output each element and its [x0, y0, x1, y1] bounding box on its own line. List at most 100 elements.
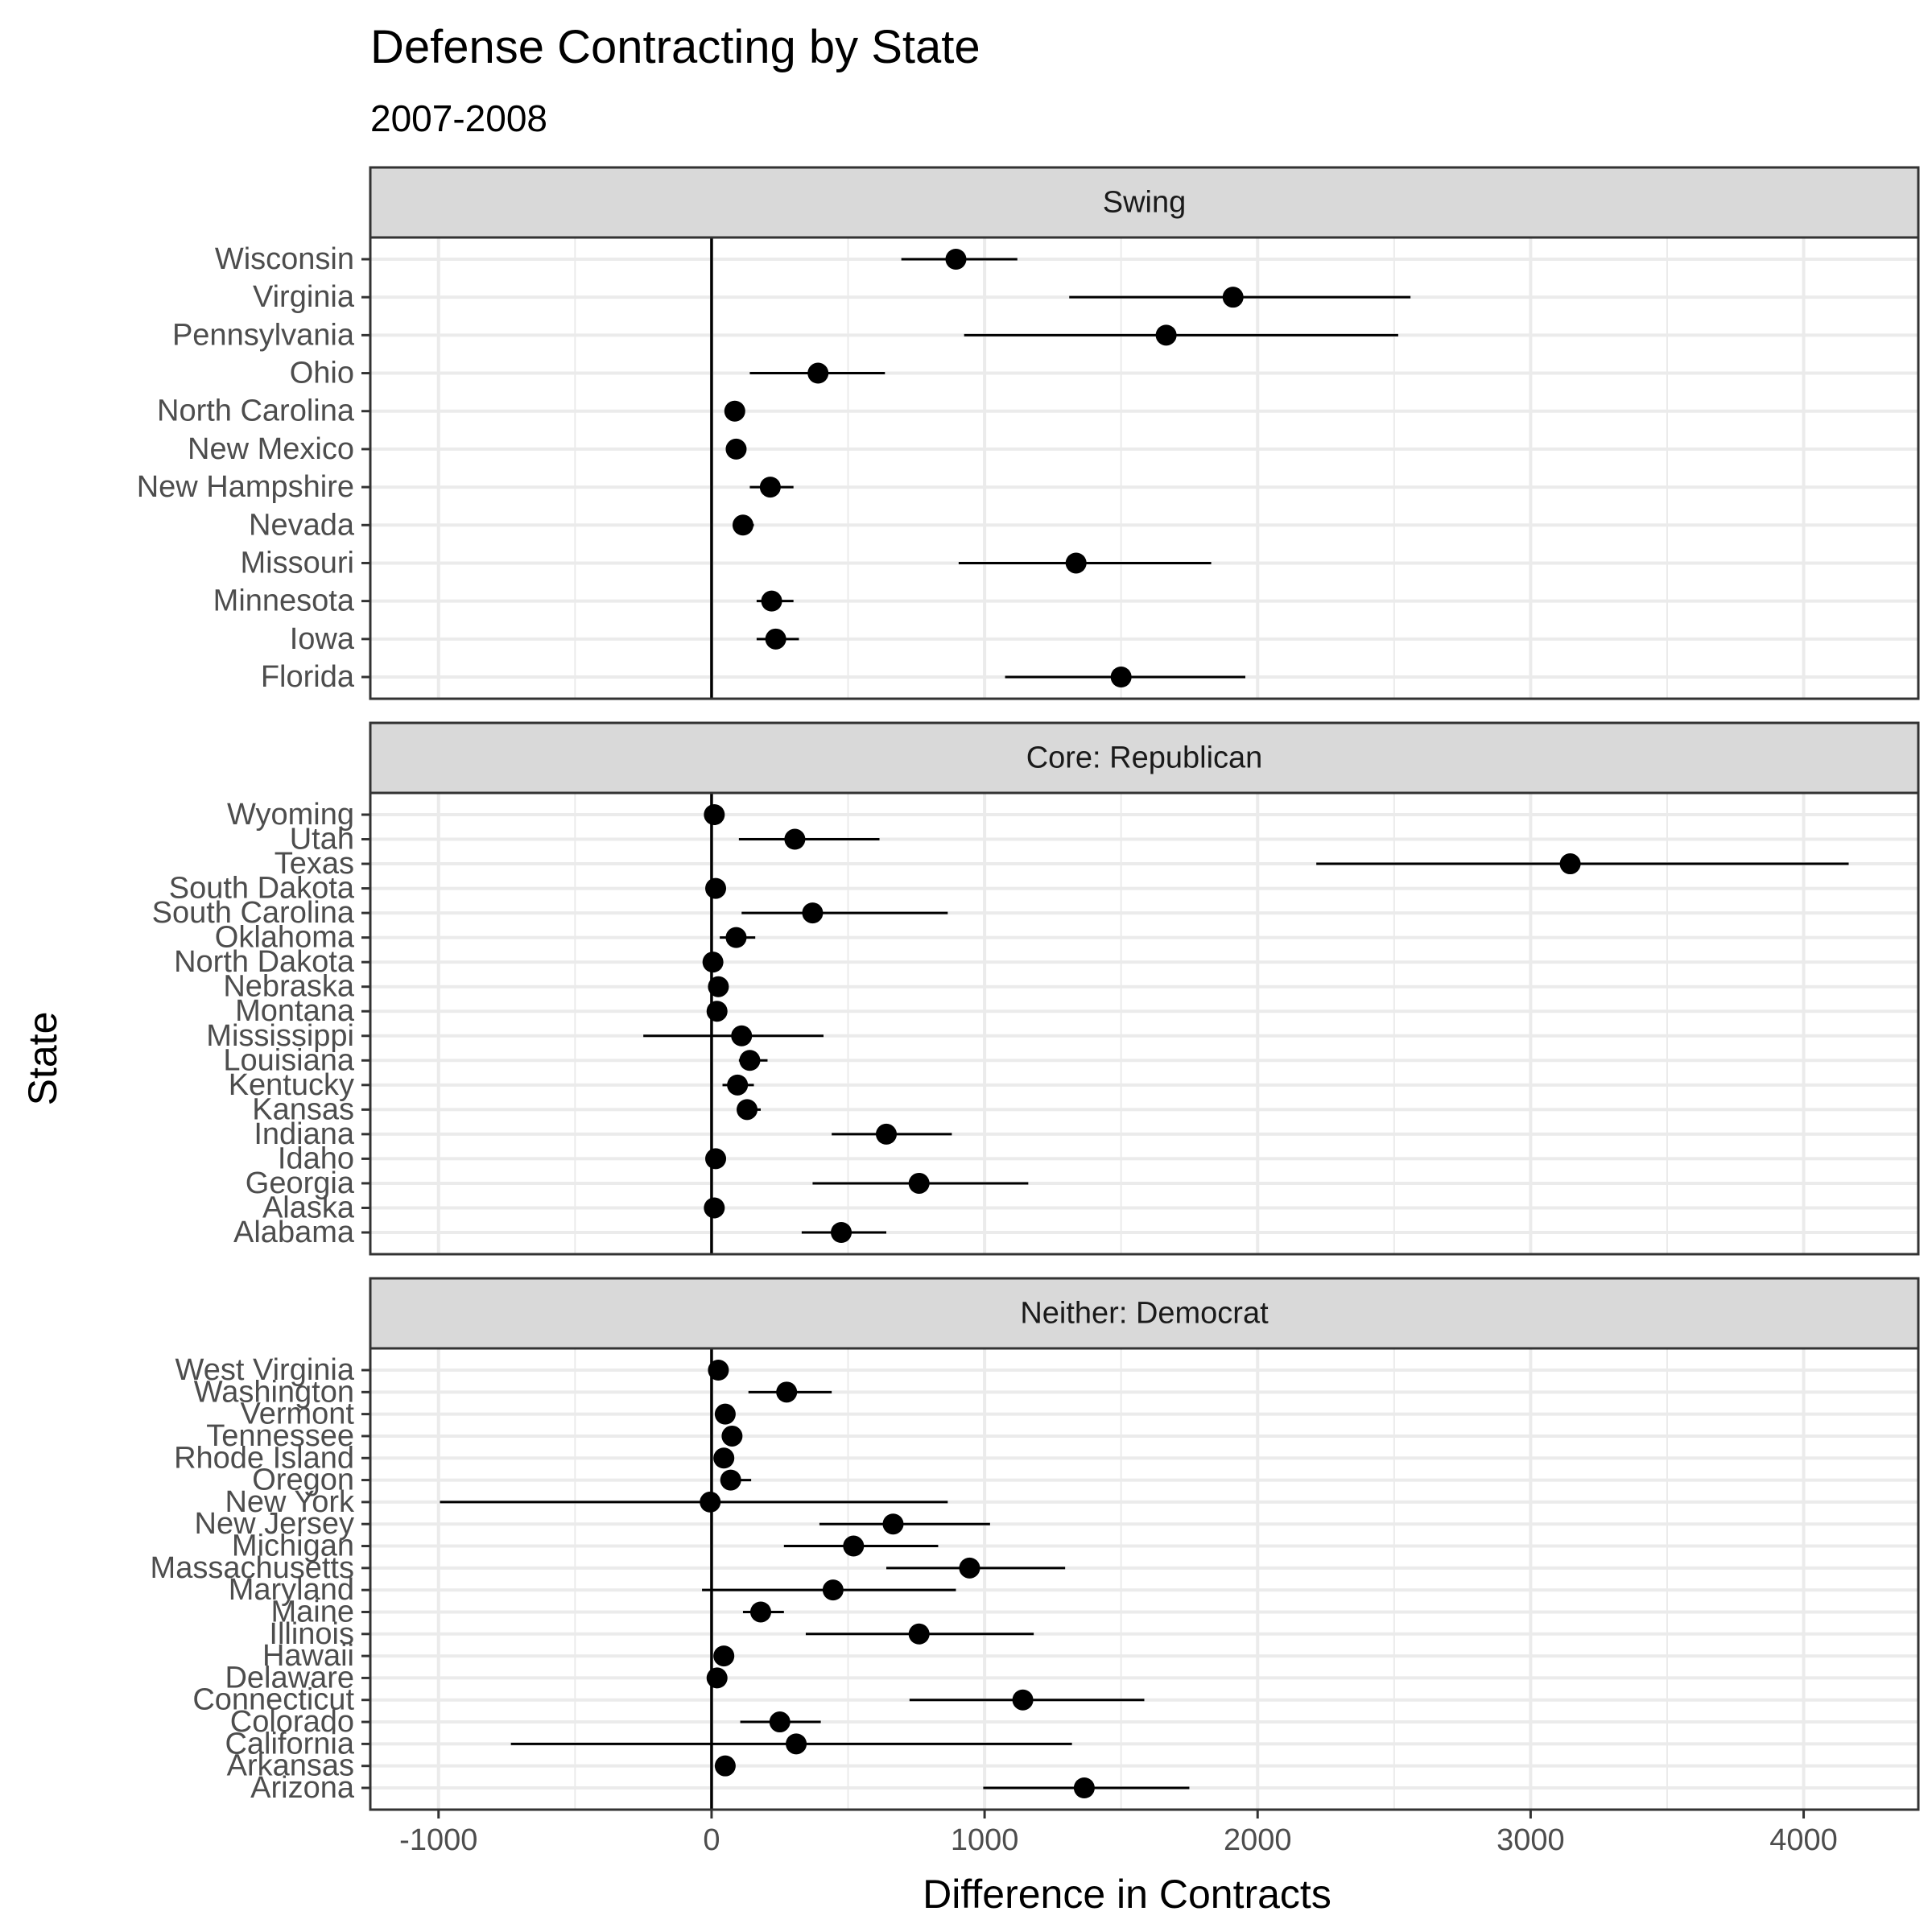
- data-point: [1222, 287, 1244, 308]
- y-tick-label: North Carolina: [157, 394, 355, 428]
- y-tick-label: Virginia: [253, 280, 355, 314]
- data-point: [737, 1099, 758, 1121]
- y-tick-label: Alaska: [262, 1191, 355, 1224]
- y-tick-label: Texas: [275, 847, 354, 881]
- y-axis-title: State: [20, 1012, 65, 1106]
- y-tick-label: Massachusetts: [151, 1551, 354, 1585]
- data-point: [959, 1557, 980, 1579]
- facet-panel: Wisconsin Virginia Pennsylvania Ohio North C…: [137, 166, 1920, 700]
- data-point: [784, 828, 806, 850]
- x-tick-label: 4000: [1769, 1823, 1838, 1857]
- y-tick-label: Delaware: [225, 1661, 354, 1695]
- data-point: [704, 804, 725, 825]
- data-point: [876, 1123, 897, 1145]
- x-axis: -1000 0 1000 2000 3000 4000: [399, 1810, 1838, 1857]
- data-point: [769, 1711, 791, 1733]
- facet-panel: West VirginiaWashingtonVermontTennesseeR…: [151, 1277, 1920, 1811]
- y-tick-label: Mississippi: [206, 1019, 354, 1053]
- data-point: [759, 477, 781, 498]
- facet-strip: [369, 721, 1920, 795]
- data-point: [739, 1050, 761, 1071]
- data-point: [702, 952, 724, 973]
- data-point: [945, 249, 967, 270]
- data-point: [822, 1579, 844, 1601]
- data-point: [708, 1360, 729, 1381]
- panel-background: [370, 1348, 1918, 1810]
- data-point: [749, 1601, 771, 1623]
- y-tick-label: Colorado: [230, 1705, 354, 1739]
- data-point: [706, 1001, 728, 1022]
- y-tick-label: Ohio: [290, 357, 354, 390]
- facet-strip-label: Swing: [1103, 186, 1187, 220]
- y-tick-label: Arizona: [250, 1771, 355, 1805]
- y-tick-label: Tennessee: [206, 1419, 354, 1453]
- y-tick-label: New Mexico: [188, 432, 354, 466]
- y-tick-label: Pennsylvania: [172, 318, 355, 352]
- y-tick-label: Indiana: [254, 1117, 355, 1151]
- x-tick-label: 0: [703, 1823, 720, 1857]
- data-point: [731, 1025, 753, 1046]
- data-point: [1155, 324, 1177, 346]
- y-tick-label: Rhode Island: [174, 1441, 354, 1475]
- y-tick-label: Iowa: [290, 622, 355, 656]
- data-point: [727, 1074, 749, 1096]
- chart-title: Defense Contracting by State: [370, 21, 980, 73]
- data-point: [705, 1148, 727, 1170]
- data-point: [761, 590, 782, 612]
- y-tick-label: Georgia: [246, 1166, 355, 1200]
- y-tick-label: Wyoming: [227, 798, 354, 832]
- data-point: [882, 1513, 904, 1535]
- y-tick-label: Kansas: [252, 1092, 354, 1126]
- y-tick-label: Hawaii: [262, 1639, 354, 1673]
- y-tick-label: New York: [225, 1485, 355, 1519]
- x-tick-label: 2000: [1224, 1823, 1292, 1857]
- y-tick-label: New Jersey: [195, 1507, 355, 1541]
- facet-panels: Wisconsin Virginia Pennsylvania Ohio North C…: [137, 166, 1920, 1811]
- data-point: [721, 1425, 743, 1447]
- y-tick-label: California: [225, 1727, 354, 1761]
- data-point: [720, 1469, 741, 1491]
- data-point: [802, 902, 824, 924]
- x-tick-label: -1000: [399, 1823, 477, 1857]
- y-tick-label: West Virginia: [175, 1353, 355, 1387]
- y-tick-label: Oklahoma: [215, 921, 355, 955]
- data-point: [714, 1755, 736, 1777]
- data-point: [732, 514, 753, 536]
- y-tick-label: Washington: [194, 1375, 354, 1409]
- y-tick-label: South Dakota: [169, 872, 355, 906]
- data-point: [713, 1645, 735, 1667]
- data-point: [908, 1172, 930, 1194]
- y-tick-label: Minnesota: [213, 584, 355, 618]
- y-tick-label: Kentucky: [229, 1068, 354, 1102]
- data-point: [1012, 1689, 1034, 1711]
- y-tick-label: Missouri: [241, 546, 354, 580]
- data-point: [724, 400, 745, 422]
- y-tick-label: Alabama: [233, 1216, 355, 1249]
- data-point: [1110, 667, 1132, 687]
- data-point: [704, 1197, 725, 1219]
- y-tick-label: Illinois: [269, 1617, 354, 1651]
- data-point: [908, 1623, 930, 1645]
- data-point: [706, 1667, 728, 1689]
- data-point: [714, 1403, 736, 1425]
- y-tick-label: North Dakota: [174, 945, 355, 979]
- panel-background: [370, 237, 1918, 699]
- y-tick-label: Wisconsin: [215, 242, 354, 276]
- y-tick-label: South Carolina: [152, 896, 355, 930]
- y-tick-label: Connecticut: [192, 1683, 354, 1717]
- data-point: [807, 362, 829, 384]
- facet-strip: [369, 1277, 1920, 1350]
- data-point: [708, 976, 729, 997]
- data-point: [725, 438, 747, 460]
- x-axis-title: Difference in Contracts: [923, 1872, 1331, 1917]
- data-point: [713, 1447, 735, 1469]
- data-point: [700, 1491, 721, 1513]
- data-point: [786, 1733, 807, 1755]
- panel-background: [370, 793, 1918, 1254]
- x-tick-label: 3000: [1496, 1823, 1565, 1857]
- chart-subtitle: 2007-2008: [370, 97, 547, 139]
- y-tick-label: Louisiana: [223, 1043, 355, 1077]
- y-tick-label: Nebraska: [223, 970, 354, 1004]
- y-tick-label: New Hampshire: [137, 470, 354, 504]
